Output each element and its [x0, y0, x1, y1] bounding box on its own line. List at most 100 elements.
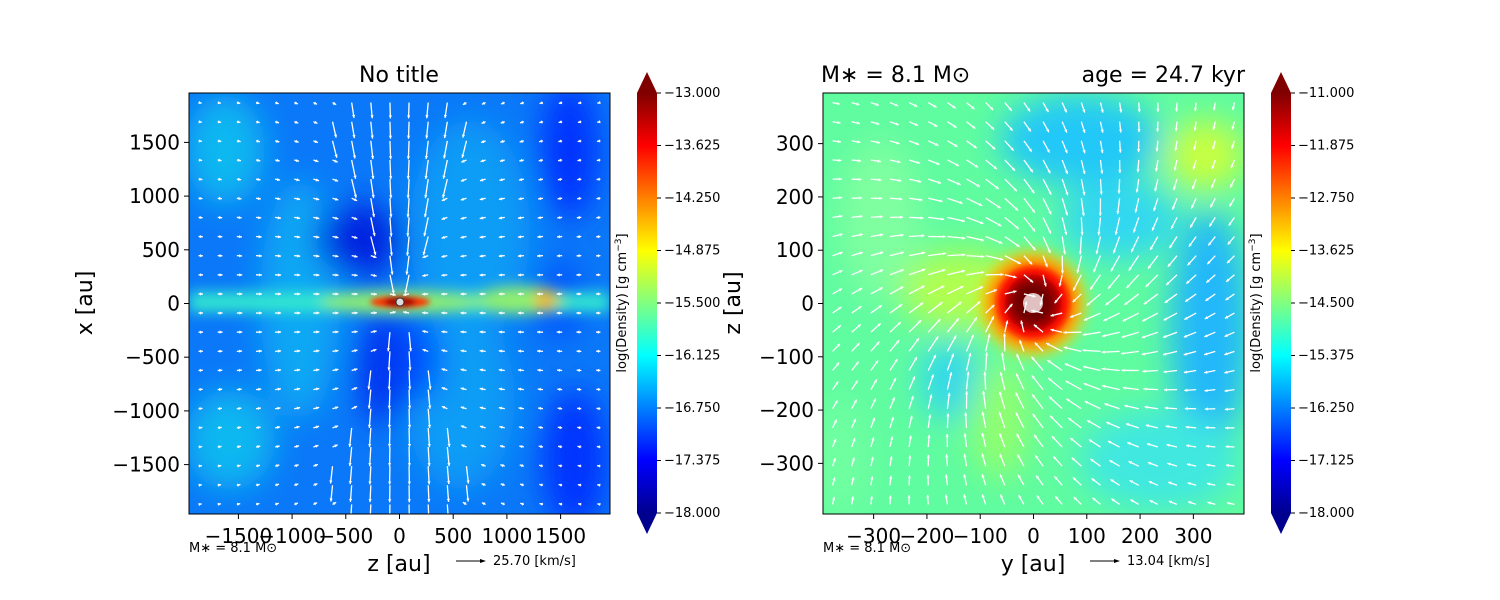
right-velocity-arrowhead [1127, 442, 1131, 446]
right-velocity-arrowhead [836, 343, 841, 348]
right-velocity-arrowhead [1002, 333, 1007, 337]
left-velocity-arrowhead [335, 235, 339, 239]
right-velocity-arrowhead [1082, 332, 1086, 337]
left-velocity-arrowhead [407, 481, 411, 485]
left-velocity-arrows [198, 101, 601, 514]
left-velocity-arrowhead [238, 235, 242, 239]
right-velocity-arrowhead [1015, 392, 1019, 397]
right-velocity-arrowhead [851, 457, 855, 461]
right-velocity-arrowhead [877, 159, 881, 163]
left-velocity-arrowhead [297, 273, 301, 277]
right-velocity-arrowhead [1048, 396, 1053, 400]
left-velocity-arrowhead [199, 215, 203, 220]
right-velocity-arrowhead [854, 380, 858, 384]
right-xtick-label: 0 [1027, 524, 1040, 548]
left-velocity-arrowhead [348, 443, 352, 447]
left-velocity-arrowhead [335, 216, 339, 220]
right-velocity-arrowhead [951, 353, 955, 357]
left-velocity-arrowhead [277, 368, 282, 372]
right-velocity-arrowhead [945, 433, 949, 437]
right-velocity-arrowhead [1033, 324, 1038, 328]
left-velocity-arrowhead [519, 139, 523, 143]
left-velocity-arrowhead [441, 197, 446, 201]
left-velocity-arrowhead [316, 216, 320, 220]
left-velocity-arrowhead [219, 292, 223, 296]
left-velocity-arrowhead [276, 177, 281, 182]
right-velocity-arrowhead [1054, 299, 1058, 304]
left-velocity-arrowhead [389, 233, 393, 237]
left-velocity-arrowhead [479, 292, 483, 296]
left-velocity-arrowhead [335, 387, 339, 391]
right-velocity-arrowhead [1187, 482, 1191, 486]
right-velocity-arrowhead [837, 139, 841, 144]
right-velocity-arrowhead [1058, 283, 1062, 287]
right-velocity-arrowhead [933, 354, 936, 359]
right-colorbar-tick-label: −17.125 [1298, 454, 1354, 469]
left-colorbar-tick-label: −16.125 [664, 349, 720, 364]
right-velocity-arrowhead [991, 146, 996, 150]
right-velocity-arrowhead [1095, 250, 1099, 255]
left-velocity-arrowhead [498, 406, 503, 410]
right-velocity-arrowhead [1209, 223, 1213, 227]
right-velocity-arrowhead [1013, 187, 1017, 192]
left-velocity-arrowhead [218, 407, 222, 411]
right-velocity-arrowhead [1210, 204, 1214, 208]
left-velocity-arrowhead [408, 348, 413, 352]
right-velocity-arrowhead [859, 251, 863, 255]
right-velocity-arrowhead [964, 412, 968, 416]
left-colorbar-tick-label: −14.250 [664, 191, 720, 206]
right-velocity-arrowhead [857, 140, 861, 144]
right-velocity-arrowhead [834, 400, 838, 404]
right-velocity-arrowhead [1032, 294, 1036, 298]
right-velocity-arrowhead [963, 433, 967, 437]
left-velocity-arrowhead [479, 178, 484, 182]
right-velocity-arrowhead [971, 106, 975, 110]
left-velocity-arrow [425, 159, 429, 180]
left-velocity-arrowhead [314, 464, 318, 467]
left-velocity-arrowhead [500, 120, 505, 124]
right-colorbar-tick-label: −16.250 [1298, 401, 1354, 416]
left-velocity-arrowhead [518, 216, 522, 220]
left-velocity-arrowhead [405, 252, 410, 256]
left-velocity-arrowhead [258, 216, 262, 220]
left-velocity-arrowhead [576, 235, 580, 239]
right-velocity-arrowhead [1207, 501, 1211, 505]
left-velocity-arrowhead [334, 406, 339, 410]
left-velocity-arrow [348, 427, 353, 448]
left-velocity-arrow [389, 217, 392, 237]
left-velocity-arrowhead [537, 311, 541, 315]
right-velocity-arrowhead [1060, 270, 1065, 274]
right-velocity-arrow [1128, 255, 1140, 272]
right-velocity-arrowhead [1047, 360, 1051, 364]
left-velocity-arrowhead [596, 330, 600, 334]
left-velocity-arrowhead [557, 215, 561, 220]
left-velocity-arrowhead [198, 139, 202, 143]
left-velocity-arrow [389, 179, 392, 199]
right-velocity-arrowhead [875, 360, 879, 364]
right-velocity-arrowhead [1144, 405, 1148, 409]
right-velocity-arrowhead [1145, 283, 1150, 287]
right-velocity-arrow [1082, 365, 1101, 372]
right-velocity-arrowhead [1086, 302, 1091, 306]
left-velocity-arrowhead [199, 387, 203, 392]
right-velocity-arrowhead [953, 335, 957, 339]
right-velocity-arrowhead [939, 199, 943, 203]
right-velocity-arrow [1047, 377, 1063, 391]
right-velocity-arrowhead [963, 494, 967, 498]
left-velocity-arrowhead [219, 368, 223, 372]
left-velocity-arrowhead [460, 235, 464, 239]
left-velocity-arrow [368, 408, 372, 428]
right-velocity-arrowhead [1141, 352, 1146, 356]
left-velocity-arrowhead [424, 155, 429, 160]
right-velocity-arrowhead [1146, 442, 1151, 447]
left-velocity-arrow [370, 217, 376, 237]
left-velocity-arrowhead [238, 387, 242, 392]
right-velocity-arrowhead [944, 494, 948, 498]
right-velocity-arrowhead [1064, 363, 1069, 367]
left-velocity-arrowhead [256, 502, 260, 506]
right-velocity-arrowhead [1016, 433, 1020, 438]
left-velocity-arrowhead [294, 101, 298, 105]
left-velocity-arrowhead [406, 214, 410, 218]
right-velocity-arrowhead [1082, 149, 1086, 154]
left-velocity-arrowhead [368, 481, 372, 485]
